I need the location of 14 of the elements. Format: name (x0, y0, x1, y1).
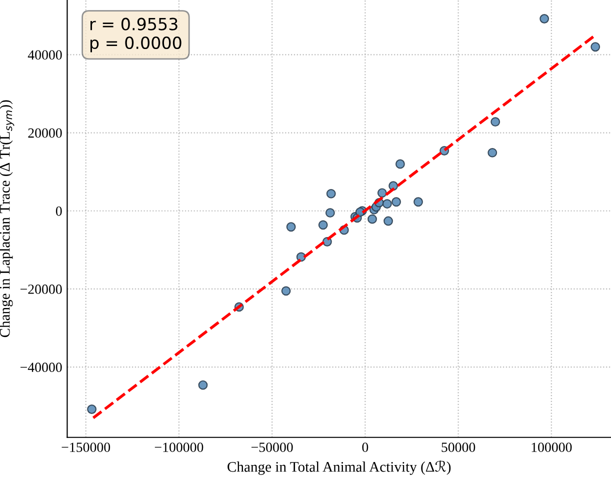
x-tick-label: 100000 (532, 442, 572, 452)
y-tick-label: 0 (56, 206, 62, 216)
x-tick-label: −150000 (62, 442, 110, 452)
y-tick-label: −40000 (20, 362, 62, 372)
x-axis-title: Change in Total Animal Activity (Δℛ) (228, 460, 451, 475)
y-tick-label: 40000 (28, 50, 62, 60)
x-tick-label: −100000 (154, 442, 204, 452)
x-tick-label: 0 (362, 442, 368, 452)
y-axis-title: Change in Laplacian Trace (Δ Tr(L$_{sym}$)) (0, 100, 14, 338)
x-tick-label: 50000 (442, 442, 476, 452)
x-tick-label: −50000 (251, 442, 293, 452)
y-tick-label: −20000 (20, 284, 62, 294)
y-tick-label: 20000 (28, 128, 62, 138)
annotation: r = 0.9553 p = 0.0000 (90, 18, 182, 52)
